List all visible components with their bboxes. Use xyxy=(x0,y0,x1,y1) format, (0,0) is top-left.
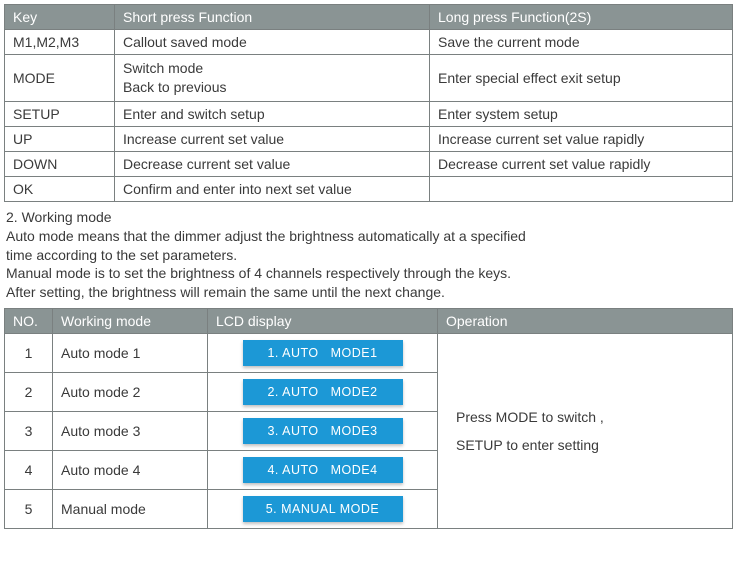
cell-key: MODE xyxy=(5,55,115,102)
cell-lcd: 2. AUTO MODE2 xyxy=(208,373,438,412)
cell-no: 1 xyxy=(5,334,53,373)
lcd-badge: 5. MANUAL MODE xyxy=(243,496,403,522)
cell-lcd: 4. AUTO MODE4 xyxy=(208,451,438,490)
cell-long: Save the current mode xyxy=(430,30,733,55)
section-line: Manual mode is to set the brightness of … xyxy=(6,264,731,283)
cell-short: Increase current set value xyxy=(115,126,430,151)
lcd-badge: 2. AUTO MODE2 xyxy=(243,379,403,405)
cell-short-line2: Back to previous xyxy=(123,79,227,95)
operation-line1: Press MODE to switch , xyxy=(456,409,604,425)
lcd-badge: 1. AUTO MODE1 xyxy=(243,340,403,366)
table-row: DOWN Decrease current set value Decrease… xyxy=(5,151,733,176)
section-line: Auto mode means that the dimmer adjust t… xyxy=(6,227,731,246)
col-no-header: NO. xyxy=(5,309,53,334)
lcd-badge: 3. AUTO MODE3 xyxy=(243,418,403,444)
cell-short: Enter and switch setup xyxy=(115,101,430,126)
cell-long: Enter system setup xyxy=(430,101,733,126)
section-heading: 2. Working mode xyxy=(6,208,731,227)
col-key-header: Key xyxy=(5,5,115,30)
table-header-row: NO. Working mode LCD display Operation xyxy=(5,309,733,334)
cell-mode: Manual mode xyxy=(53,490,208,529)
cell-key: OK xyxy=(5,176,115,201)
cell-key: SETUP xyxy=(5,101,115,126)
working-mode-table: NO. Working mode LCD display Operation 1… xyxy=(4,308,733,529)
cell-mode: Auto mode 1 xyxy=(53,334,208,373)
cell-key: DOWN xyxy=(5,151,115,176)
col-op-header: Operation xyxy=(438,309,733,334)
table-row: MODE Switch mode Back to previous Enter … xyxy=(5,55,733,102)
key-function-table: Key Short press Function Long press Func… xyxy=(4,4,733,202)
cell-key: UP xyxy=(5,126,115,151)
cell-mode: Auto mode 3 xyxy=(53,412,208,451)
cell-lcd: 3. AUTO MODE3 xyxy=(208,412,438,451)
cell-lcd: 1. AUTO MODE1 xyxy=(208,334,438,373)
cell-short: Decrease current set value xyxy=(115,151,430,176)
cell-key: M1,M2,M3 xyxy=(5,30,115,55)
cell-no: 2 xyxy=(5,373,53,412)
cell-short: Confirm and enter into next set value xyxy=(115,176,430,201)
col-long-header: Long press Function(2S) xyxy=(430,5,733,30)
operation-line2: SETUP to enter setting xyxy=(456,437,599,453)
col-short-header: Short press Function xyxy=(115,5,430,30)
cell-mode: Auto mode 4 xyxy=(53,451,208,490)
cell-short-line1: Switch mode xyxy=(123,60,203,76)
cell-mode: Auto mode 2 xyxy=(53,373,208,412)
table-row: SETUP Enter and switch setup Enter syste… xyxy=(5,101,733,126)
cell-no: 5 xyxy=(5,490,53,529)
col-lcd-header: LCD display xyxy=(208,309,438,334)
cell-long: Decrease current set value rapidly xyxy=(430,151,733,176)
lcd-badge: 4. AUTO MODE4 xyxy=(243,457,403,483)
cell-no: 4 xyxy=(5,451,53,490)
cell-long xyxy=(430,176,733,201)
cell-long: Increase current set value rapidly xyxy=(430,126,733,151)
cell-lcd: 5. MANUAL MODE xyxy=(208,490,438,529)
cell-short: Callout saved mode xyxy=(115,30,430,55)
table-row: UP Increase current set value Increase c… xyxy=(5,126,733,151)
cell-operation: Press MODE to switch , SETUP to enter se… xyxy=(438,334,733,529)
section-line: time according to the set parameters. xyxy=(6,246,731,265)
table-row: OK Confirm and enter into next set value xyxy=(5,176,733,201)
cell-long: Enter special effect exit setup xyxy=(430,55,733,102)
table-header-row: Key Short press Function Long press Func… xyxy=(5,5,733,30)
section-line: After setting, the brightness will remai… xyxy=(6,283,731,302)
table-row: 1 Auto mode 1 1. AUTO MODE1 Press MODE t… xyxy=(5,334,733,373)
cell-no: 3 xyxy=(5,412,53,451)
col-mode-header: Working mode xyxy=(53,309,208,334)
cell-short: Switch mode Back to previous xyxy=(115,55,430,102)
table-row: M1,M2,M3 Callout saved mode Save the cur… xyxy=(5,30,733,55)
working-mode-section: 2. Working mode Auto mode means that the… xyxy=(6,208,731,302)
